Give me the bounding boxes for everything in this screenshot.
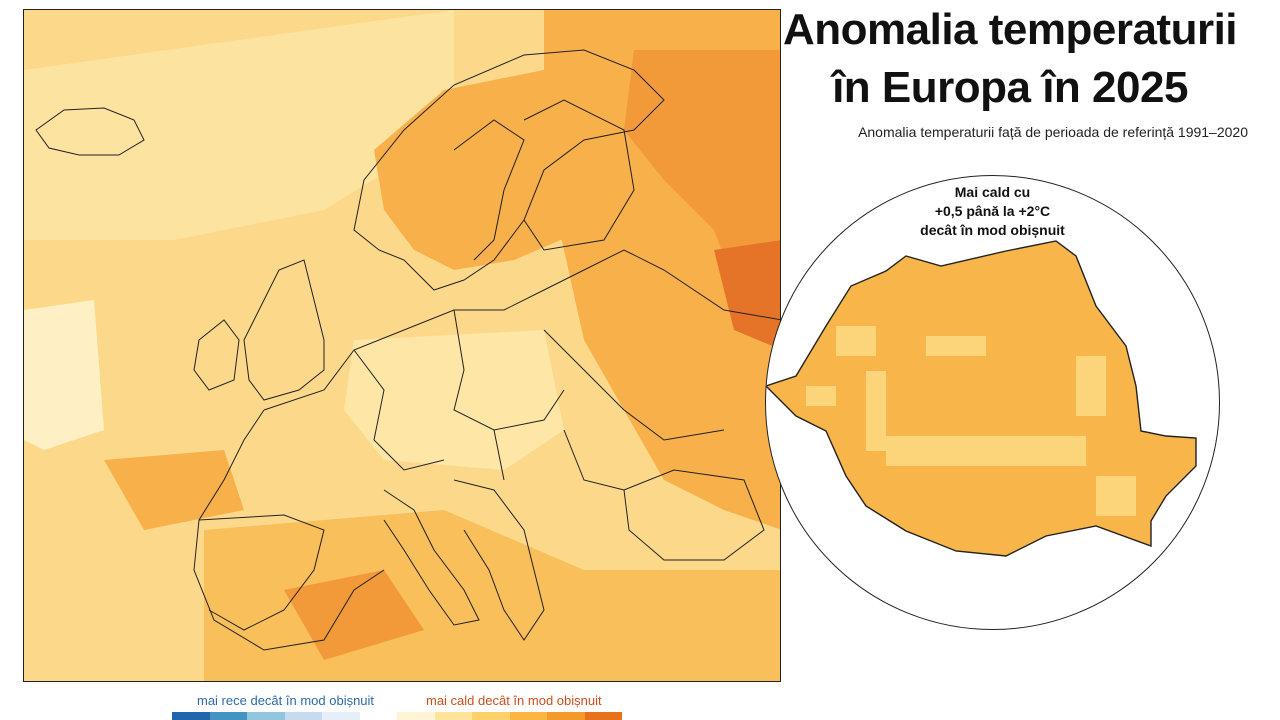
title-line2: în Europa în 2025 xyxy=(832,63,1188,112)
title-line1: Anomalia temperaturii xyxy=(782,5,1238,54)
legend-swatch-3 xyxy=(284,712,322,720)
legend-swatch-9 xyxy=(509,712,547,720)
patch-4 xyxy=(926,336,986,356)
coolest-region-west xyxy=(24,300,104,450)
legend-swatch-8 xyxy=(472,712,510,720)
inset-label: Mai cald cu +0,5 până la +2°C decât în m… xyxy=(766,183,1219,240)
warm-region-scandinavia xyxy=(374,70,624,270)
legend-warm-label: mai cald decât în mod obișnuit xyxy=(426,693,602,708)
romania-map-svg xyxy=(766,240,1197,557)
europe-anomaly-map xyxy=(23,9,781,682)
coastlines xyxy=(35,49,780,651)
warm-region-mediterranean xyxy=(284,570,424,660)
legend-color-bar xyxy=(172,712,622,720)
patch-7 xyxy=(806,386,836,406)
legend-cold-label: mai rece decât în mod obișnuit xyxy=(197,693,375,708)
romania-shape xyxy=(766,240,1197,557)
legend-swatch-0 xyxy=(172,712,210,720)
patch-1 xyxy=(866,371,886,451)
inset-label-line1: Mai cald cu xyxy=(954,184,1031,200)
patch-6 xyxy=(1096,476,1136,516)
patch-5 xyxy=(1076,356,1106,416)
europe-map-svg xyxy=(24,10,780,681)
legend-swatch-1 xyxy=(209,712,247,720)
legend-swatch-10 xyxy=(547,712,585,720)
legend-swatch-5 xyxy=(359,712,397,720)
patch-3 xyxy=(836,326,876,356)
patch-2 xyxy=(886,436,1086,466)
subtitle: Anomalia temperaturii față de perioada d… xyxy=(858,124,1248,140)
legend-swatch-7 xyxy=(434,712,472,720)
light-region-central xyxy=(344,330,564,470)
legend-swatch-4 xyxy=(322,712,360,720)
romania-inset: Mai cald cu +0,5 până la +2°C decât în m… xyxy=(765,175,1220,630)
legend-swatch-2 xyxy=(247,712,285,720)
inset-label-line3: decât în mod obișnuit xyxy=(920,222,1065,238)
legend-swatch-6 xyxy=(397,712,435,720)
warm-region-biscay xyxy=(104,450,244,530)
romania-lighter-patches xyxy=(806,326,1136,516)
inset-label-line2: +0,5 până la +2°C xyxy=(934,203,1051,219)
cooler-region-atlantic xyxy=(24,10,454,240)
hottest-region-russia xyxy=(714,240,780,350)
legend-swatch-11 xyxy=(584,712,622,720)
